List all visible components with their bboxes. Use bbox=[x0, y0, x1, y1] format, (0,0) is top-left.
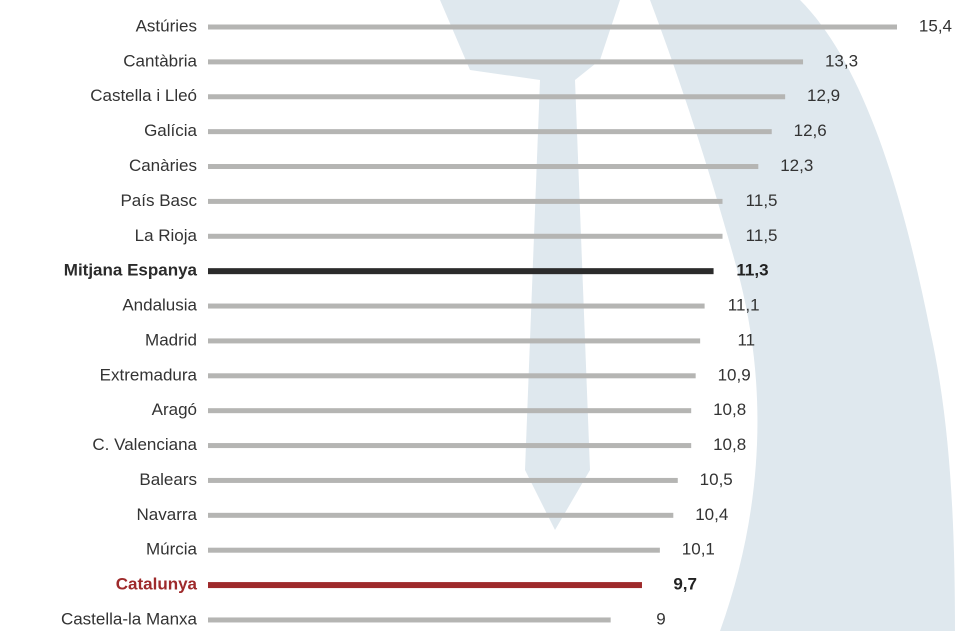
bar bbox=[208, 443, 692, 449]
value-label: 10,9 bbox=[718, 365, 751, 384]
bar bbox=[208, 477, 678, 483]
category-label: Canàries bbox=[129, 156, 197, 175]
bar bbox=[208, 617, 611, 623]
value-label: 11 bbox=[737, 330, 755, 349]
category-label: Castella-la Manxa bbox=[61, 609, 198, 628]
bar bbox=[208, 198, 723, 204]
bar bbox=[208, 303, 705, 309]
value-label: 13,3 bbox=[825, 51, 858, 70]
bar bbox=[208, 24, 897, 30]
category-label: Catalunya bbox=[116, 575, 198, 594]
bar bbox=[208, 512, 674, 518]
category-label: Aragó bbox=[152, 400, 197, 419]
category-label: Extremadura bbox=[100, 365, 198, 384]
plot: Astúries 15,4 Cantàbria 13,3 Castella i Lleó… bbox=[61, 16, 952, 628]
category-label: Mitjana Espanya bbox=[64, 261, 198, 280]
value-label: 11,5 bbox=[746, 226, 778, 245]
category-label: Cantàbria bbox=[123, 51, 197, 70]
value-label: 12,6 bbox=[794, 121, 827, 140]
category-label: Galícia bbox=[144, 121, 197, 140]
watermark-shape bbox=[440, 0, 620, 530]
bar bbox=[208, 582, 642, 589]
value-label: 11,1 bbox=[728, 296, 760, 315]
category-label: Andalusia bbox=[122, 296, 197, 315]
bar bbox=[208, 129, 772, 135]
value-label: 11,3 bbox=[736, 261, 768, 280]
bar bbox=[208, 408, 692, 414]
watermark-shape bbox=[650, 0, 955, 631]
value-label: 9 bbox=[656, 609, 665, 628]
value-label: 10,8 bbox=[713, 400, 746, 419]
bar bbox=[208, 94, 786, 100]
bar bbox=[208, 164, 759, 170]
bar bbox=[208, 268, 714, 275]
category-label: País Basc bbox=[120, 191, 197, 210]
category-label: Balears bbox=[139, 470, 197, 489]
bar bbox=[208, 373, 696, 379]
category-label: Múrcia bbox=[146, 540, 198, 559]
value-label: 11,5 bbox=[746, 191, 778, 210]
bar bbox=[208, 547, 660, 553]
value-label: 12,9 bbox=[807, 86, 840, 105]
value-label: 10,4 bbox=[695, 505, 728, 524]
category-label: Castella i Lleó bbox=[90, 86, 197, 105]
bar bbox=[208, 338, 701, 344]
category-label: Navarra bbox=[137, 505, 198, 524]
value-label: 12,3 bbox=[780, 156, 813, 175]
value-label: 9,7 bbox=[673, 575, 697, 594]
category-label: Madrid bbox=[145, 330, 197, 349]
value-label: 10,8 bbox=[713, 435, 746, 454]
bar bbox=[208, 233, 723, 239]
value-label: 10,1 bbox=[682, 540, 715, 559]
category-label: C. Valenciana bbox=[92, 435, 197, 454]
category-label: Astúries bbox=[136, 16, 197, 35]
value-label: 10,5 bbox=[700, 470, 733, 489]
bar bbox=[208, 59, 804, 65]
category-label: La Rioja bbox=[135, 226, 198, 245]
value-label: 15,4 bbox=[919, 16, 952, 35]
